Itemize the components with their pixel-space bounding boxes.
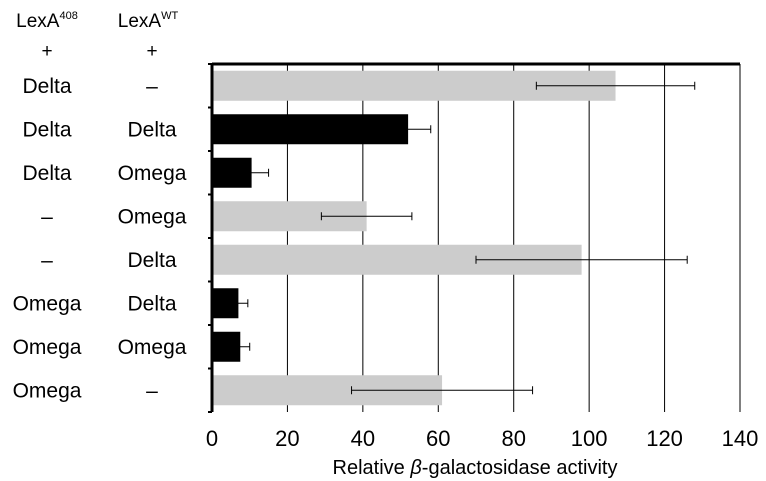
- x-tick-label: 140: [722, 426, 759, 451]
- error-bars-group: [228, 81, 696, 395]
- row-label-lexawt: –: [146, 379, 158, 402]
- x-tick-label: 20: [275, 426, 299, 451]
- row-label-lexa408: Delta: [22, 118, 71, 141]
- row-label-lexa408: –: [41, 249, 53, 272]
- row-label-lexa408: Omega: [13, 336, 82, 359]
- row-label-lexawt: Delta: [127, 292, 176, 315]
- column-header: LexA408: [16, 10, 78, 32]
- error-bar: [535, 81, 696, 90]
- row-label-lexa408: Omega: [13, 379, 82, 402]
- row-label-lexawt: Delta: [127, 249, 176, 272]
- error-bar: [228, 299, 249, 308]
- error-bar: [230, 342, 251, 351]
- column-header: LexAWT: [118, 10, 179, 32]
- row-label-lexawt: –: [146, 75, 158, 98]
- x-axis-title: Relative β-galactosidase activity: [333, 457, 618, 479]
- row-labels-group: Delta – Delta Delta Delta Omega – Omega – Delta Om…: [13, 75, 187, 403]
- error-bar: [320, 212, 413, 221]
- row-label-lexawt: Omega: [118, 205, 187, 228]
- x-tick-label: 40: [351, 426, 375, 451]
- error-bar: [475, 255, 688, 264]
- row-label-lexa408: Omega: [13, 292, 82, 315]
- bar: [212, 114, 409, 145]
- row-label-lexa408: Delta: [22, 162, 71, 185]
- error-bar: [234, 168, 270, 177]
- x-tick-label: 80: [501, 426, 525, 451]
- row-label-lexawt: Omega: [118, 162, 187, 185]
- column-header-plus: +: [146, 41, 157, 62]
- axes-group: [208, 62, 740, 413]
- error-bar: [351, 386, 534, 395]
- row-label-lexa408: –: [41, 205, 53, 228]
- x-tick-label: 60: [426, 426, 450, 451]
- row-label-lexa408: Delta: [22, 75, 71, 98]
- x-tick-label: 100: [571, 426, 608, 451]
- row-label-lexawt: Delta: [127, 118, 176, 141]
- error-bar: [384, 125, 432, 134]
- column-headers-group: LexA408 + LexAWT +: [16, 10, 178, 62]
- x-tick-labels-group: 0 20 40 60 80 100 120 140: [206, 426, 758, 451]
- column-header-plus: +: [41, 41, 52, 62]
- bars-group: [212, 70, 616, 406]
- x-tick-label: 0: [206, 426, 218, 451]
- row-label-lexawt: Omega: [118, 336, 187, 359]
- x-tick-label: 120: [646, 426, 683, 451]
